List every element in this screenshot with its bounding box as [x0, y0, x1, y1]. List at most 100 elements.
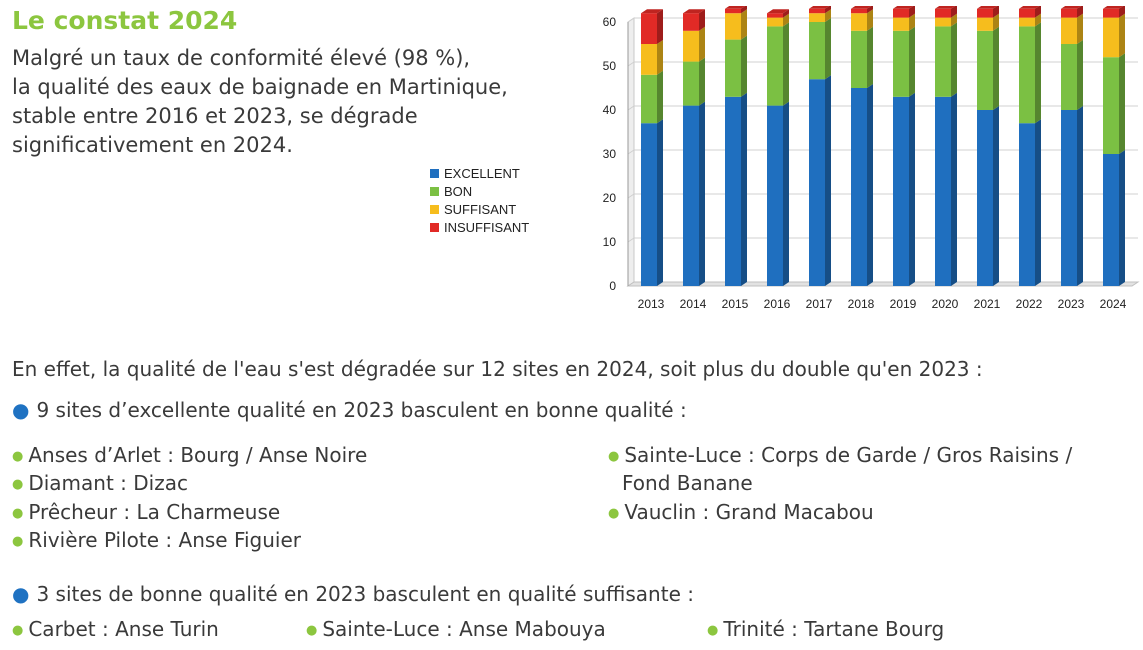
bar-segment — [935, 8, 951, 18]
bar-side — [825, 75, 831, 286]
bar-segment — [725, 8, 741, 14]
bar-side — [993, 4, 999, 18]
bar-side — [1119, 13, 1125, 58]
bar-segment — [725, 39, 741, 97]
bar-segment — [725, 96, 741, 286]
bar-segment — [725, 13, 741, 40]
y-tick-label: 60 — [603, 15, 617, 29]
x-tick-label: 2013 — [638, 297, 665, 311]
list-item: ● Anses d’Arlet : Bourg / Anse Noire — [12, 441, 367, 473]
bar-side — [741, 92, 747, 286]
gridline-slant — [627, 193, 635, 199]
legend-swatch — [430, 186, 439, 196]
green-bullet-icon: ● — [608, 449, 620, 464]
legend-label: SUFFISANT — [444, 201, 517, 217]
bar-segment — [935, 17, 951, 27]
bar-segment — [977, 110, 993, 286]
bar-top — [683, 9, 705, 14]
bar-segment — [893, 17, 909, 31]
page-title: Le constat 2024 — [12, 6, 238, 35]
bar-side — [993, 13, 999, 31]
bar-top — [725, 4, 747, 9]
bar-side — [867, 84, 873, 286]
x-tick-label: 2015 — [722, 297, 749, 311]
gridline-slant — [627, 61, 635, 67]
x-tick-label: 2021 — [974, 297, 1001, 311]
site-text: Fond Banane — [622, 471, 753, 495]
bar-side — [741, 9, 747, 40]
x-tick-label: 2020 — [932, 297, 959, 311]
gridline-slant — [627, 17, 635, 23]
list-item: ● Diamant : Dizac — [12, 469, 188, 501]
bar-side — [657, 40, 663, 75]
x-tick-label: 2022 — [1016, 297, 1043, 311]
legend-label: BON — [444, 183, 473, 199]
bar-side — [1119, 150, 1125, 286]
bar-segment — [809, 22, 825, 80]
bar-side — [825, 18, 831, 80]
bar-segment — [641, 74, 657, 124]
bar-side — [909, 26, 915, 97]
bar-side — [993, 26, 999, 110]
x-tick-label: 2024 — [1100, 297, 1127, 311]
bar-top — [935, 4, 957, 9]
bar-segment — [935, 96, 951, 286]
bar-side — [699, 57, 705, 106]
list-item-continuation: Fond Banane — [610, 469, 753, 497]
x-tick-label: 2014 — [680, 297, 707, 311]
bar-segment — [683, 13, 699, 31]
x-tick-label: 2017 — [806, 297, 833, 311]
legend-swatch — [430, 168, 439, 178]
bar-segment — [683, 61, 699, 106]
x-tick-label: 2016 — [764, 297, 791, 311]
bar-side — [657, 119, 663, 286]
bar-side — [867, 9, 873, 31]
bar-segment — [893, 96, 909, 286]
bar-side — [783, 13, 789, 27]
bar-segment — [893, 30, 909, 97]
green-bullet-icon: ● — [608, 506, 620, 521]
bar-segment — [767, 17, 783, 27]
y-tick-label: 10 — [603, 235, 617, 249]
bar-segment — [1103, 154, 1119, 286]
bar-segment — [893, 8, 909, 18]
bar-segment — [1061, 44, 1077, 110]
legend-item-insuffisant: INSUFFISANT — [430, 218, 529, 236]
bar-segment — [683, 30, 699, 62]
legend-swatch — [430, 204, 439, 214]
group2-heading: ● 3 sites de bonne qualité en 2023 bascu… — [12, 582, 694, 606]
site-text: Carbet : Anse Turin — [28, 617, 219, 641]
bar-side — [1119, 53, 1125, 155]
green-bullet-icon: ● — [12, 477, 24, 492]
bar-side — [993, 106, 999, 286]
bar-segment — [851, 8, 867, 14]
bar-segment — [1061, 17, 1077, 44]
bar-side — [951, 4, 957, 18]
bar-side — [951, 13, 957, 27]
bar-side — [867, 4, 873, 14]
bar-top — [1103, 4, 1125, 9]
intro-line: stable entre 2016 et 2023, se dégrade — [12, 104, 418, 128]
bar-side — [1077, 4, 1083, 18]
bar-top — [641, 9, 663, 14]
stacked-bar-chart: 0 10 20 30 40 50 60 2013 2014 2015 2016 2017 2018 201… — [592, 4, 1140, 322]
gridline-slant — [627, 105, 635, 111]
bar-side — [1077, 40, 1083, 110]
bar-segment — [977, 8, 993, 18]
intro-line: significativement en 2024. — [12, 133, 293, 157]
x-tick-label: 2019 — [890, 297, 917, 311]
bar-segment — [1061, 110, 1077, 286]
bar-segment — [641, 44, 657, 75]
legend-item-bon: BON — [430, 182, 529, 200]
bar-segment — [1103, 57, 1119, 155]
bar-top — [893, 4, 915, 9]
bar-side — [909, 92, 915, 286]
y-tick-label: 30 — [603, 147, 617, 161]
green-bullet-icon: ● — [12, 506, 24, 521]
list-item: ● Sainte-Luce : Anse Mabouya — [306, 615, 606, 647]
x-tick-label: 2018 — [848, 297, 875, 311]
list-item: ● Sainte-Luce : Corps de Garde / Gros Rai… — [608, 441, 1072, 473]
bar-segment — [935, 26, 951, 97]
bar-side — [951, 22, 957, 97]
bar-side — [951, 92, 957, 286]
